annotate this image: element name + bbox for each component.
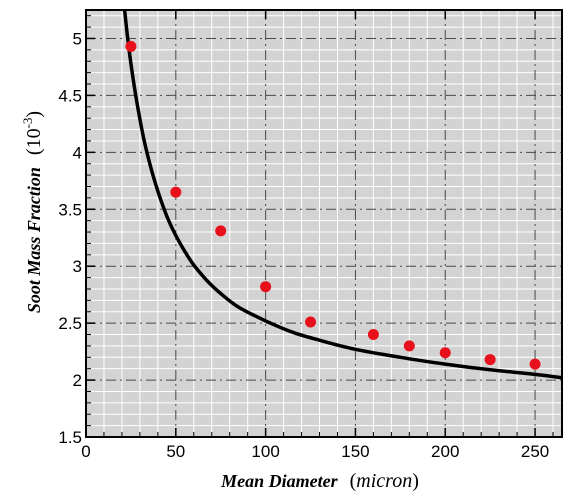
data-point xyxy=(260,281,272,293)
data-point xyxy=(125,40,137,52)
y-tick-labels: 1.5 2 2.5 3 3.5 4 4.5 5 xyxy=(58,29,82,447)
y-axis-label: Soot Mass Fraction (10-3) xyxy=(20,111,45,313)
data-point xyxy=(367,329,379,341)
fit-curve xyxy=(122,10,562,380)
minor-grid xyxy=(86,10,562,437)
x-tick-label: 200 xyxy=(431,442,459,461)
x-axis-label-text: Mean Diameter xyxy=(220,471,338,491)
x-tick-label: 250 xyxy=(521,442,549,461)
y-tick-label: 5 xyxy=(73,29,82,48)
y-axis-label-text: Soot Mass Fraction xyxy=(24,167,44,313)
data-points-layer xyxy=(125,40,541,370)
x-axis-unit: micron xyxy=(356,470,412,492)
x-tick-label: 50 xyxy=(166,442,185,461)
x-tick-labels: 0 50 100 150 200 250 xyxy=(81,442,549,461)
y-axis-unit-exponent: -3 xyxy=(20,118,35,129)
x-axis-label: Mean Diameter (micron) xyxy=(220,470,419,492)
x-tick-label: 150 xyxy=(341,442,369,461)
x-tick-label: 100 xyxy=(251,442,279,461)
data-point xyxy=(215,225,227,237)
plot-background xyxy=(86,10,562,437)
plot-frame xyxy=(85,9,563,438)
y-axis-unit-base: 10 xyxy=(23,128,45,148)
data-point xyxy=(170,186,182,198)
data-point xyxy=(484,354,496,366)
y-tick-label: 2 xyxy=(73,371,82,390)
data-point xyxy=(403,340,415,352)
tick-marks xyxy=(85,10,554,438)
x-tick-label: 0 xyxy=(81,442,90,461)
data-point xyxy=(305,316,317,328)
y-tick-label: 1.5 xyxy=(58,428,82,447)
fit-curve-layer xyxy=(122,10,562,380)
data-point xyxy=(529,358,541,370)
data-point xyxy=(439,347,451,359)
y-tick-label: 4 xyxy=(73,143,82,162)
y-tick-label: 2.5 xyxy=(58,314,82,333)
y-tick-label: 3 xyxy=(73,257,82,276)
y-tick-label: 4.5 xyxy=(58,86,82,105)
y-tick-label: 3.5 xyxy=(58,200,82,219)
